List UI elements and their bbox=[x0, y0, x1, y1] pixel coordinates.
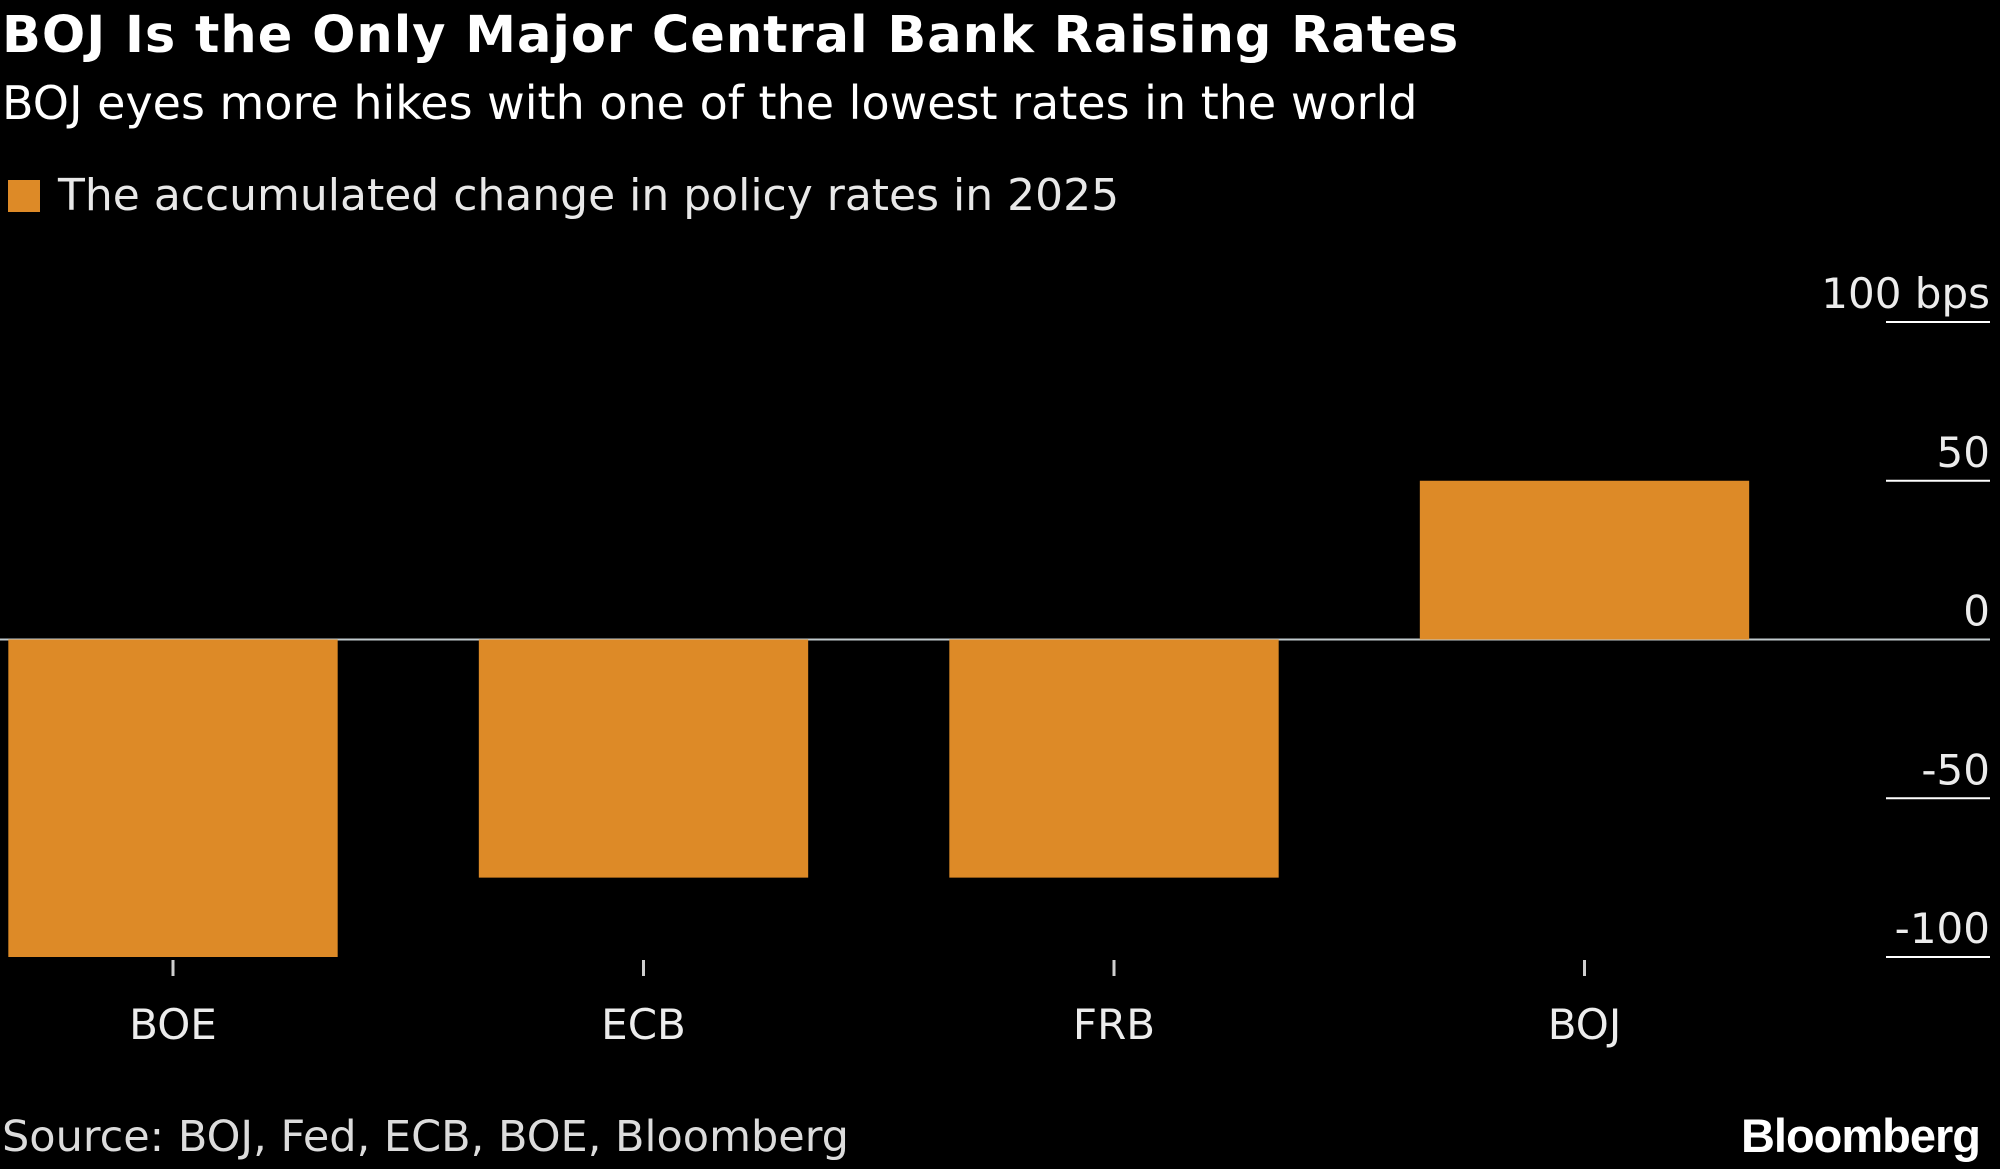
chart-subtitle: BOJ eyes more hikes with one of the lowe… bbox=[2, 76, 1418, 130]
bar-boe bbox=[8, 639, 338, 957]
bloomberg-logo: Bloomberg bbox=[1740, 1109, 1981, 1162]
y-tick-label: 50 bbox=[1937, 428, 1990, 477]
x-tick-label: BOJ bbox=[1548, 1000, 1622, 1049]
x-tick-label: BOE bbox=[129, 1000, 217, 1049]
x-tick-label: ECB bbox=[601, 1000, 686, 1049]
x-tick-label: FRB bbox=[1073, 1000, 1155, 1049]
bar-ecb bbox=[478, 639, 809, 878]
y-tick-label: 100 bps bbox=[1821, 269, 1990, 318]
bar-frb bbox=[949, 639, 1279, 878]
source-note: Source: BOJ, Fed, ECB, BOE, Bloomberg bbox=[2, 1112, 849, 1162]
legend-label: The accumulated change in policy rates i… bbox=[58, 170, 1120, 221]
y-tick-label: -100 bbox=[1895, 904, 1990, 953]
legend-swatch bbox=[8, 179, 40, 212]
chart-title: BOJ Is the Only Major Central Bank Raisi… bbox=[2, 6, 1460, 65]
bar-boj bbox=[1419, 480, 1750, 640]
legend: The accumulated change in policy rates i… bbox=[8, 170, 1119, 221]
y-tick-label: -50 bbox=[1921, 745, 1990, 794]
y-tick-label: 0 bbox=[1963, 587, 1990, 636]
